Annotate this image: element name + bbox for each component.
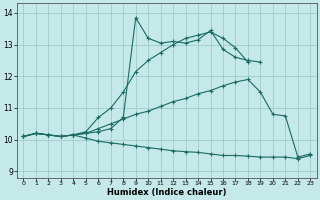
X-axis label: Humidex (Indice chaleur): Humidex (Indice chaleur) [107,188,227,197]
